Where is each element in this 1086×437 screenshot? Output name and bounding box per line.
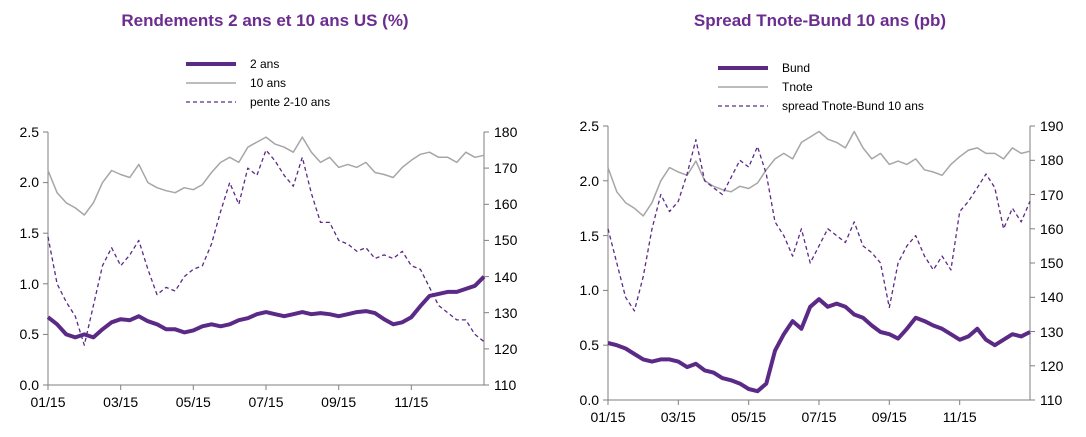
y-right-tick-label: 150 <box>494 232 518 248</box>
x-tick-label: 01/15 <box>30 394 65 410</box>
chart-spread: Spread Tnote-Bund 10 ans (pb) Bund Tnote… <box>580 11 1064 425</box>
series-line-2-ans <box>46 275 486 340</box>
y-right-ticks: 110 120 130 140 150 160 170 180 190 <box>1030 118 1064 408</box>
x-tick-label: 09/15 <box>872 409 907 425</box>
x-tick-label: 11/15 <box>394 394 428 410</box>
y-right-ticks: 110 120 130 140 150 160 170 180 <box>484 124 518 393</box>
chart-rendements: Rendements 2 ans et 10 ans US (%) 2 ans … <box>20 11 518 410</box>
series-line-pente-2-10-ans <box>47 149 485 346</box>
x-tick-label: 11/15 <box>943 409 977 425</box>
y-right-tick-label: 150 <box>1040 255 1064 271</box>
x-tick-label: 07/15 <box>248 394 283 410</box>
y-right-tick-label: 110 <box>1040 392 1063 408</box>
y-right-tick-label: 180 <box>1040 152 1064 168</box>
y-left-tick-label: 2.5 <box>580 118 600 134</box>
y-left-tick-label: 2.0 <box>580 173 600 189</box>
y-left-tick-label: 2.0 <box>20 174 40 190</box>
x-tick-label: 03/15 <box>103 394 138 410</box>
y-right-tick-label: 130 <box>494 305 518 321</box>
legend-label-2-ans: 2 ans <box>250 57 279 71</box>
y-left-ticks: 0.0 0.5 1.0 1.5 2.0 2.5 <box>580 118 608 408</box>
x-tick-label: 07/15 <box>801 409 836 425</box>
y-left-tick-label: 1.0 <box>20 276 40 292</box>
y-left-tick-label: 0.5 <box>20 326 40 342</box>
series-line-tnote <box>607 130 1031 217</box>
x-tick-label: 05/15 <box>731 409 766 425</box>
chart-title: Spread Tnote-Bund 10 ans (pb) <box>694 11 946 30</box>
legend-label-pente: pente 2-10 ans <box>250 95 330 109</box>
y-right-tick-label: 120 <box>1040 358 1064 374</box>
legend-label-spread: spread Tnote-Bund 10 ans <box>782 99 924 113</box>
x-tick-label: 01/15 <box>590 409 625 425</box>
x-tick-label: 05/15 <box>176 394 211 410</box>
y-right-tick-label: 160 <box>494 196 518 212</box>
y-right-tick-label: 180 <box>494 124 518 140</box>
y-right-tick-label: 190 <box>1040 118 1064 134</box>
series-line-bund <box>607 297 1031 394</box>
legend-label-tnote: Tnote <box>782 80 813 94</box>
y-left-ticks: 0.0 0.5 1.0 1.5 2.0 2.5 <box>20 124 48 393</box>
x-tick-label: 03/15 <box>661 409 696 425</box>
series-line-spread-tnote-bund-10-ans <box>607 139 1031 312</box>
y-left-tick-label: 0.0 <box>20 377 40 393</box>
series-line-10-ans <box>47 136 485 216</box>
legend-label-bund: Bund <box>782 61 810 75</box>
y-right-tick-label: 170 <box>494 160 518 176</box>
y-left-tick-label: 0.5 <box>580 337 600 353</box>
y-left-tick-label: 1.5 <box>20 225 40 241</box>
y-right-tick-label: 170 <box>1040 187 1064 203</box>
y-left-tick-label: 2.5 <box>20 124 40 140</box>
y-right-tick-label: 140 <box>1040 289 1064 305</box>
x-ticks: 01/15 03/15 05/15 07/15 09/15 11/15 <box>30 385 429 410</box>
plot-area <box>46 136 486 346</box>
legend: 2 ans 10 ans pente 2-10 ans <box>186 57 330 109</box>
y-left-tick-label: 0.0 <box>580 392 600 408</box>
x-ticks: 01/15 03/15 05/15 07/15 09/15 11/15 <box>590 400 977 425</box>
y-left-tick-label: 1.0 <box>580 282 600 298</box>
legend-label-10-ans: 10 ans <box>250 76 286 90</box>
y-right-tick-label: 130 <box>1040 324 1064 340</box>
y-right-tick-label: 110 <box>494 377 517 393</box>
legend: Bund Tnote spread Tnote-Bund 10 ans <box>718 61 924 113</box>
y-right-tick-label: 120 <box>494 341 518 357</box>
y-right-tick-label: 140 <box>494 269 518 285</box>
y-right-tick-label: 160 <box>1040 221 1064 237</box>
x-tick-label: 09/15 <box>321 394 356 410</box>
chart-title: Rendements 2 ans et 10 ans US (%) <box>121 11 408 30</box>
plot-area <box>607 130 1031 394</box>
y-left-tick-label: 1.5 <box>580 228 600 244</box>
